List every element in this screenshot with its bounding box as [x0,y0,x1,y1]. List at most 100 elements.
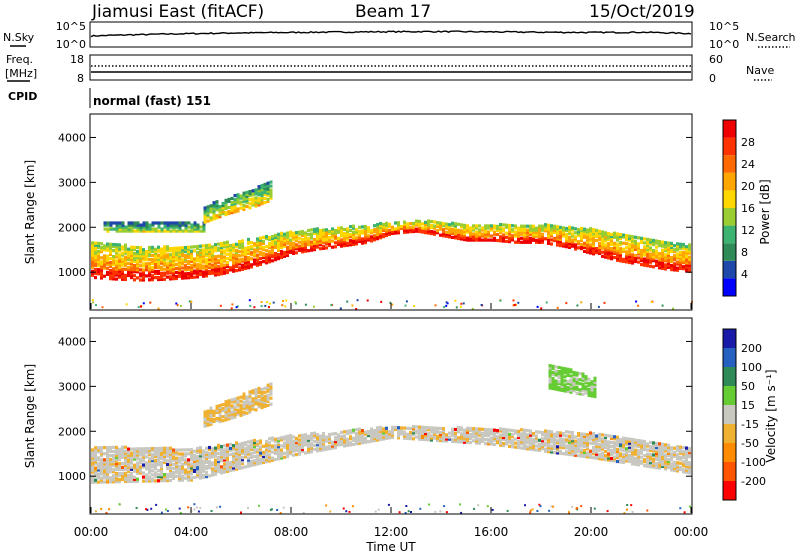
cell-0-1611 [610,436,613,440]
cell-0-1332 [502,235,505,239]
cell-0-44 [97,446,100,450]
cell-0-368 [169,255,172,259]
cell-0-1379 [541,431,544,435]
cell-0-142 [118,465,121,470]
cell-0-929 [331,446,334,450]
cell-2-2197 [581,378,585,382]
cell-1-1986 [130,227,134,231]
cell-0-1295 [484,232,487,236]
cell-0-455 [190,273,193,277]
cell-0-1750 [637,244,640,248]
cell-0-1000 [340,230,343,234]
cell-0-831 [283,242,286,246]
cell-0-1348 [508,227,511,232]
cell-0-1154 [415,221,418,225]
cell-0-1776 [646,260,649,264]
cell-0-1155 [448,437,451,441]
cell-0-22 [94,466,97,470]
cell-0-1811 [664,447,667,451]
cell-0-72 [106,270,109,274]
cell-0-761 [268,445,271,449]
cell-0-1727 [631,247,634,251]
cell-0-1585 [592,234,595,238]
cell-0-188 [130,268,133,272]
cell-0-364 [169,263,172,267]
cell-0-1688 [631,442,634,446]
cell-0-501 [199,462,202,466]
cell-0-1080 [409,432,412,437]
cell-0-1399 [547,429,550,433]
cell-0-225 [136,245,139,250]
cell-2-2173 [239,202,243,206]
cell-0-1816 [667,461,670,466]
cell-0-324 [157,448,160,453]
cell-0-662 [238,448,241,452]
cell-0-1541 [580,228,583,232]
cell-0-1260 [469,236,472,240]
cell-0-69 [103,462,106,466]
cell-0-602 [223,271,226,275]
cell-0-905 [319,438,322,442]
cell-0-1457 [550,224,553,228]
ground-speck-22 [285,299,288,302]
cell-2-2148 [563,367,567,371]
cell-0-344 [163,245,166,249]
cell-0-273 [148,477,151,481]
cell-0-1143 [409,228,412,232]
cell-0-294 [154,263,157,268]
cell-0-279 [151,274,154,278]
cell-0-1058 [394,425,397,430]
cell-0-1089 [415,435,418,439]
cell-0-862 [304,443,307,447]
cell-0-611 [223,249,226,253]
cell-0-786 [277,445,280,449]
cell-0-185 [127,467,130,471]
cell-0-321 [157,454,160,459]
cell-0-464 [190,456,193,460]
cell-0-133 [115,451,118,455]
cell-0-1229 [454,226,457,230]
cell-0-1785 [658,450,661,454]
cell-0-1568 [598,438,601,443]
cell-0-1056 [391,425,394,429]
cell-0-1707 [625,234,628,238]
cell-0-1127 [433,434,436,438]
cell-0-1519 [586,453,589,457]
cell-0-1321 [520,432,523,436]
cell-0-851 [298,434,301,438]
cell-0-409 [178,474,181,478]
cell-0-1051 [391,435,394,439]
cell-0-1535 [580,242,583,247]
ground-speck-9 [210,510,213,512]
cell-0-1194 [439,233,442,237]
cell-2-2182 [575,379,579,383]
cell-0-1031 [352,232,355,236]
cell-1-2028 [160,229,164,233]
cell-0-88 [109,264,112,269]
cell-0-1590 [595,249,598,253]
cell-0-1064 [397,426,400,430]
cell-0-1634 [616,435,619,439]
cell-0-1317 [496,238,499,243]
cell-0-1062 [397,430,400,434]
cell-0-1126 [397,225,400,229]
power-cbar-tick-6: 28 [741,136,755,149]
cell-0-629 [229,258,232,262]
cell-2-2202 [251,193,255,197]
ground-speck-49 [302,512,305,514]
cell-2-2089 [548,384,552,388]
cell-0-804 [277,255,280,259]
cell-0-1359 [514,232,517,236]
cell-0-642 [235,461,238,465]
cell-1-1989 [236,402,240,406]
cell-0-629 [232,464,235,468]
cell-0-329 [160,249,163,253]
cell-0-1695 [622,235,625,239]
cell-1-2072 [190,223,194,227]
cell-0-1612 [601,242,604,246]
cell-0-531 [205,452,208,456]
cell-0-1338 [526,435,529,439]
cell-0-603 [223,444,226,448]
cell-0-1169 [424,224,427,229]
cell-0-1632 [616,439,619,443]
